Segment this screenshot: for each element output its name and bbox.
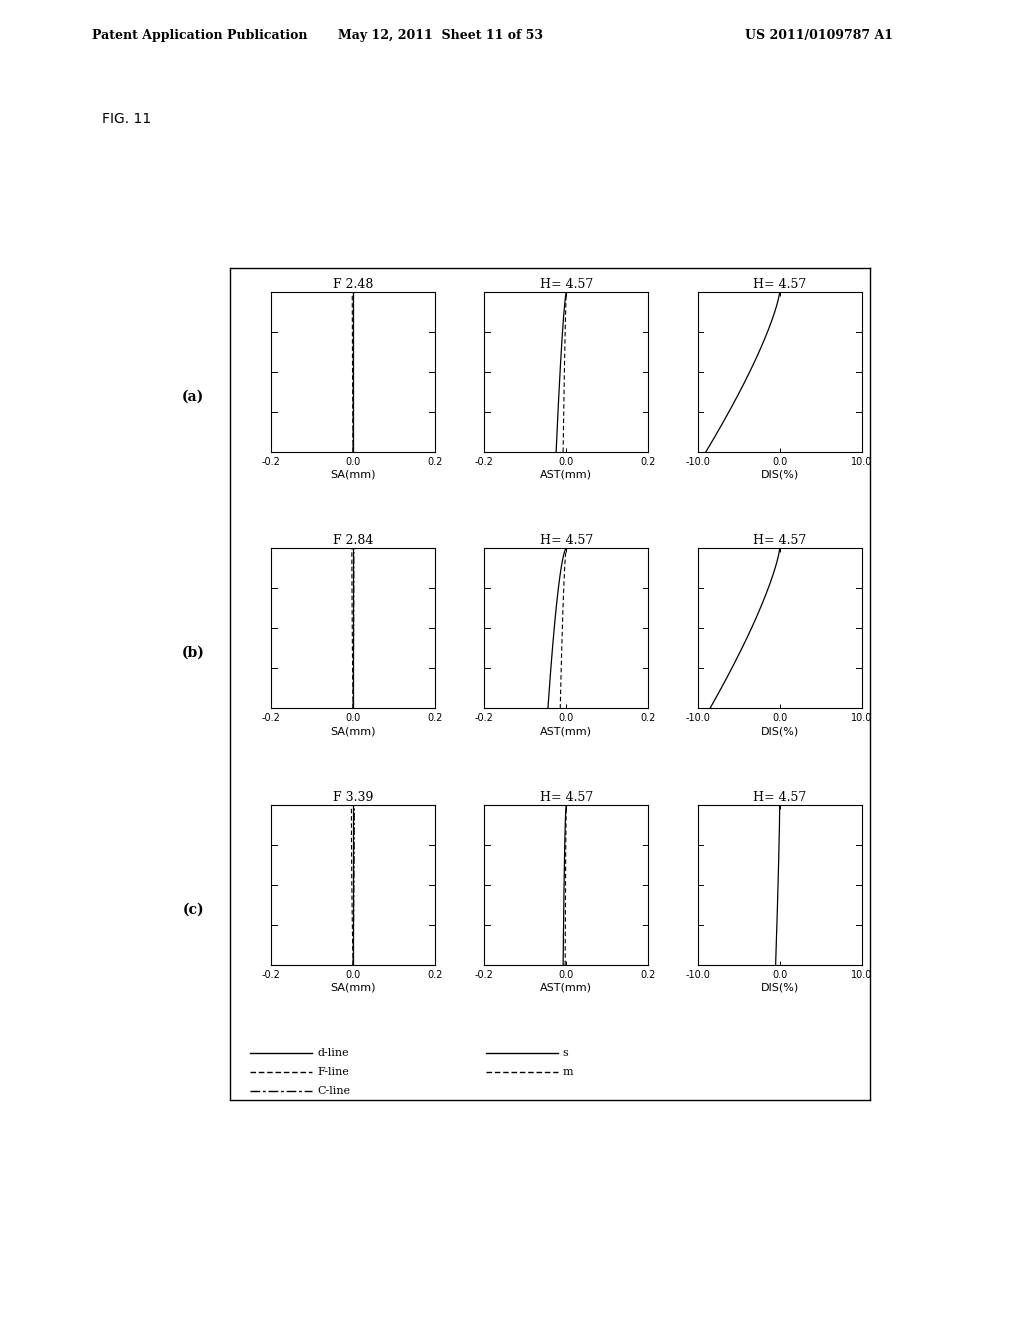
X-axis label: SA(mm): SA(mm) bbox=[331, 470, 376, 479]
Text: Patent Application Publication: Patent Application Publication bbox=[92, 29, 307, 42]
X-axis label: SA(mm): SA(mm) bbox=[331, 726, 376, 737]
Text: C-line: C-line bbox=[317, 1085, 350, 1096]
Title: H= 4.57: H= 4.57 bbox=[540, 791, 593, 804]
Title: H= 4.57: H= 4.57 bbox=[540, 535, 593, 546]
Title: F 2.84: F 2.84 bbox=[333, 535, 373, 546]
Text: FIG. 11: FIG. 11 bbox=[102, 112, 152, 127]
Text: (b): (b) bbox=[181, 645, 205, 660]
Text: (a): (a) bbox=[182, 389, 205, 404]
Title: H= 4.57: H= 4.57 bbox=[540, 277, 593, 290]
X-axis label: AST(mm): AST(mm) bbox=[541, 470, 592, 479]
Text: m: m bbox=[563, 1067, 573, 1077]
Title: H= 4.57: H= 4.57 bbox=[753, 535, 806, 546]
Text: US 2011/0109787 A1: US 2011/0109787 A1 bbox=[745, 29, 893, 42]
X-axis label: SA(mm): SA(mm) bbox=[331, 982, 376, 993]
Text: s: s bbox=[563, 1048, 568, 1059]
Text: May 12, 2011  Sheet 11 of 53: May 12, 2011 Sheet 11 of 53 bbox=[338, 29, 543, 42]
Title: H= 4.57: H= 4.57 bbox=[753, 791, 806, 804]
X-axis label: AST(mm): AST(mm) bbox=[541, 726, 592, 737]
Text: (c): (c) bbox=[182, 903, 205, 916]
X-axis label: AST(mm): AST(mm) bbox=[541, 982, 592, 993]
Title: F 2.48: F 2.48 bbox=[333, 277, 373, 290]
Title: H= 4.57: H= 4.57 bbox=[753, 277, 806, 290]
X-axis label: DIS(%): DIS(%) bbox=[761, 726, 799, 737]
Text: d-line: d-line bbox=[317, 1048, 348, 1059]
X-axis label: DIS(%): DIS(%) bbox=[761, 470, 799, 479]
Text: F-line: F-line bbox=[317, 1067, 349, 1077]
Title: F 3.39: F 3.39 bbox=[333, 791, 373, 804]
X-axis label: DIS(%): DIS(%) bbox=[761, 982, 799, 993]
